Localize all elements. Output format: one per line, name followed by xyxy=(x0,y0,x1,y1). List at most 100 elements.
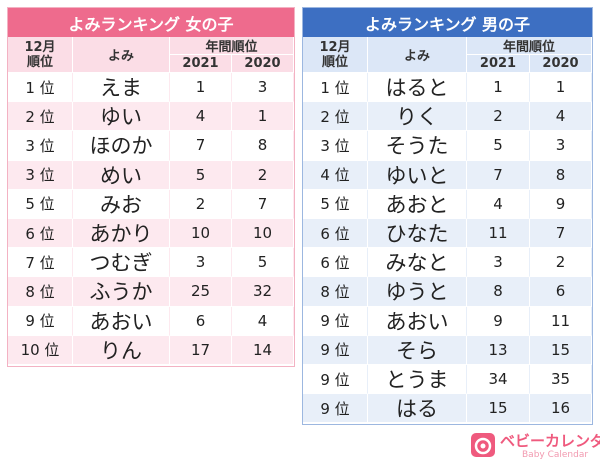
count-2020: 8 xyxy=(232,131,294,161)
count-2020: 3 xyxy=(530,131,592,161)
rank-header-line: 12月 xyxy=(24,39,56,55)
rank-header-line: 12月 xyxy=(319,39,351,55)
count-2021: 2 xyxy=(170,189,232,219)
yomi-cell: みお xyxy=(73,189,170,219)
table-title: よみランキング 男の子 xyxy=(303,8,592,37)
yomi-cell: りん xyxy=(73,335,170,365)
count-2020: 32 xyxy=(232,277,294,307)
year-header: 2020 xyxy=(232,55,294,73)
rank-cell: 9 位 xyxy=(303,365,368,395)
count-2020: 16 xyxy=(530,394,592,424)
count-2020: 35 xyxy=(530,365,592,395)
yomi-header: よみ xyxy=(73,37,170,73)
count-2020: 2 xyxy=(530,248,592,278)
yomi-cell: ほのか xyxy=(73,131,170,161)
rank-cell: 9 位 xyxy=(303,306,368,336)
count-2020: 1 xyxy=(232,102,294,132)
rank-cell: 9 位 xyxy=(8,306,73,336)
yomi-cell: あおと xyxy=(368,189,467,219)
yomi-cell: ふうか xyxy=(73,277,170,307)
rank-cell: 1 位 xyxy=(303,73,368,103)
count-2020: 11 xyxy=(530,306,592,336)
yomi-cell: えま xyxy=(73,73,170,103)
count-2020: 5 xyxy=(232,248,294,278)
yomi-cell: みなと xyxy=(368,248,467,278)
rank-cell: 8 位 xyxy=(303,277,368,307)
rank-cell: 4 位 xyxy=(303,160,368,190)
yomi-cell: あおい xyxy=(368,306,467,336)
count-2021: 5 xyxy=(170,160,232,190)
count-2021: 34 xyxy=(467,365,530,395)
count-2020: 2 xyxy=(232,160,294,190)
count-2020: 1 xyxy=(530,73,592,103)
count-2020: 9 xyxy=(530,189,592,219)
count-2021: 8 xyxy=(467,277,530,307)
rank-cell: 3 位 xyxy=(8,160,73,190)
count-2021: 25 xyxy=(170,277,232,307)
rank-cell: 2 位 xyxy=(8,102,73,132)
count-2021: 3 xyxy=(467,248,530,278)
count-2020: 8 xyxy=(530,160,592,190)
rank-cell: 6 位 xyxy=(303,219,368,249)
table-frame xyxy=(7,7,295,367)
yomi-cell: はると xyxy=(368,73,467,103)
rank-header-line: 順位 xyxy=(26,54,53,70)
yomi-cell: めい xyxy=(73,160,170,190)
count-2021: 1 xyxy=(170,73,232,103)
count-2020: 14 xyxy=(232,335,294,365)
rank-cell: 8 位 xyxy=(8,277,73,307)
count-2021: 4 xyxy=(467,189,530,219)
count-2021: 9 xyxy=(467,306,530,336)
yomi-cell: あおい xyxy=(73,306,170,336)
yomi-cell: はる xyxy=(368,394,467,424)
logo-icon xyxy=(471,433,495,457)
rank-cell: 6 位 xyxy=(303,248,368,278)
count-2021: 3 xyxy=(170,248,232,278)
count-2021: 7 xyxy=(170,131,232,161)
rank-header-line: 順位 xyxy=(321,54,348,70)
year-header: 2021 xyxy=(467,55,530,73)
count-2021: 1 xyxy=(467,73,530,103)
count-2020: 15 xyxy=(530,335,592,365)
count-2021: 5 xyxy=(467,131,530,161)
rank-cell: 3 位 xyxy=(8,131,73,161)
table-title: よみランキング 女の子 xyxy=(8,8,294,37)
rank-header: 12月 順位 xyxy=(8,37,73,73)
yomi-cell: りく xyxy=(368,102,467,132)
rank-cell: 1 位 xyxy=(8,73,73,103)
count-2021: 15 xyxy=(467,394,530,424)
count-2020: 4 xyxy=(530,102,592,132)
rank-cell: 7 位 xyxy=(8,248,73,278)
yomi-cell: あかり xyxy=(73,219,170,249)
annual-header: 年間順位 xyxy=(467,37,592,55)
yomi-cell: そうた xyxy=(368,131,467,161)
count-2020: 10 xyxy=(232,219,294,249)
yomi-cell: ゆい xyxy=(73,102,170,132)
rank-cell: 9 位 xyxy=(303,394,368,424)
count-2021: 6 xyxy=(170,306,232,336)
rank-cell: 9 位 xyxy=(303,335,368,365)
rank-header: 12月 順位 xyxy=(303,37,368,73)
count-2021: 2 xyxy=(467,102,530,132)
rank-cell: 5 位 xyxy=(8,189,73,219)
year-header: 2020 xyxy=(530,55,592,73)
count-2020: 6 xyxy=(530,277,592,307)
rank-cell: 3 位 xyxy=(303,131,368,161)
yomi-header: よみ xyxy=(368,37,467,73)
yomi-cell: つむぎ xyxy=(73,248,170,278)
logo-name: ベビーカレンダー xyxy=(500,432,600,450)
count-2021: 10 xyxy=(170,219,232,249)
logo-sub: Baby Calendar xyxy=(522,450,589,460)
count-2020: 4 xyxy=(232,306,294,336)
count-2020: 7 xyxy=(232,189,294,219)
count-2021: 13 xyxy=(467,335,530,365)
table-frame xyxy=(302,7,593,426)
yomi-cell: そら xyxy=(368,335,467,365)
yomi-cell: とうま xyxy=(368,365,467,395)
yomi-cell: ゆうと xyxy=(368,277,467,307)
count-2021: 11 xyxy=(467,219,530,249)
count-2020: 3 xyxy=(232,73,294,103)
rank-cell: 2 位 xyxy=(303,102,368,132)
rank-cell: 6 位 xyxy=(8,219,73,249)
logo: ベビーカレンダー Baby Calendar xyxy=(470,428,600,464)
